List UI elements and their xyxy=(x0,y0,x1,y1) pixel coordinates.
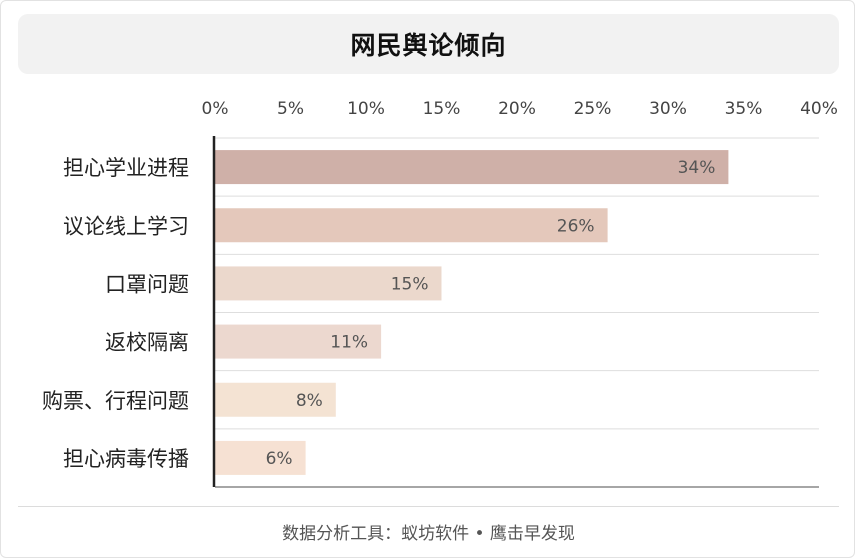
bar-chart: 0% 5% 10% 15% 20% 25% 30% 35% 40% 34% 26% 15% 11% 8%… xyxy=(42,99,838,488)
bar-value-label: 11% xyxy=(330,333,368,353)
x-tick-label: 30% xyxy=(649,99,687,119)
x-tick-label: 35% xyxy=(725,99,763,119)
bar xyxy=(215,324,382,359)
x-tick-label: 40% xyxy=(800,99,838,119)
x-tick-label: 25% xyxy=(574,99,612,119)
x-axis-ticks: 0% 5% 10% 15% 20% 25% 30% 35% 40% xyxy=(202,99,838,119)
bar-value-label: 8% xyxy=(296,391,323,411)
x-tick-label: 15% xyxy=(423,99,461,119)
chart-title: 网民舆论倾向 xyxy=(350,31,507,60)
bar-value-label: 26% xyxy=(557,216,595,236)
category-label: 购票、行程问题 xyxy=(42,389,189,413)
category-label: 担心病毒传播 xyxy=(63,447,189,471)
bar xyxy=(215,440,306,475)
x-tick-label: 10% xyxy=(347,99,385,119)
bars: 34% 26% 15% 11% 8% 6% xyxy=(215,150,729,475)
category-label: 议论线上学习 xyxy=(63,214,189,238)
bar xyxy=(215,382,336,417)
footer-divider xyxy=(18,506,839,507)
bar xyxy=(215,150,729,185)
bar xyxy=(215,208,608,243)
x-tick-label: 0% xyxy=(202,99,229,119)
title-banner: 网民舆论倾向 xyxy=(18,14,839,74)
category-label: 返校隔离 xyxy=(105,331,189,355)
x-tick-label: 5% xyxy=(277,99,304,119)
gridlines xyxy=(215,137,819,488)
x-tick-label: 20% xyxy=(498,99,536,119)
bar-value-label: 15% xyxy=(391,274,429,294)
category-label: 口罩问题 xyxy=(105,272,189,296)
bar-value-label: 34% xyxy=(678,158,716,178)
bar-value-label: 6% xyxy=(266,449,293,469)
bar xyxy=(215,266,442,301)
category-label: 担心学业进程 xyxy=(63,156,189,180)
footer-credit: 数据分析工具：蚁坊软件 • 鹰击早发现 xyxy=(282,524,575,544)
